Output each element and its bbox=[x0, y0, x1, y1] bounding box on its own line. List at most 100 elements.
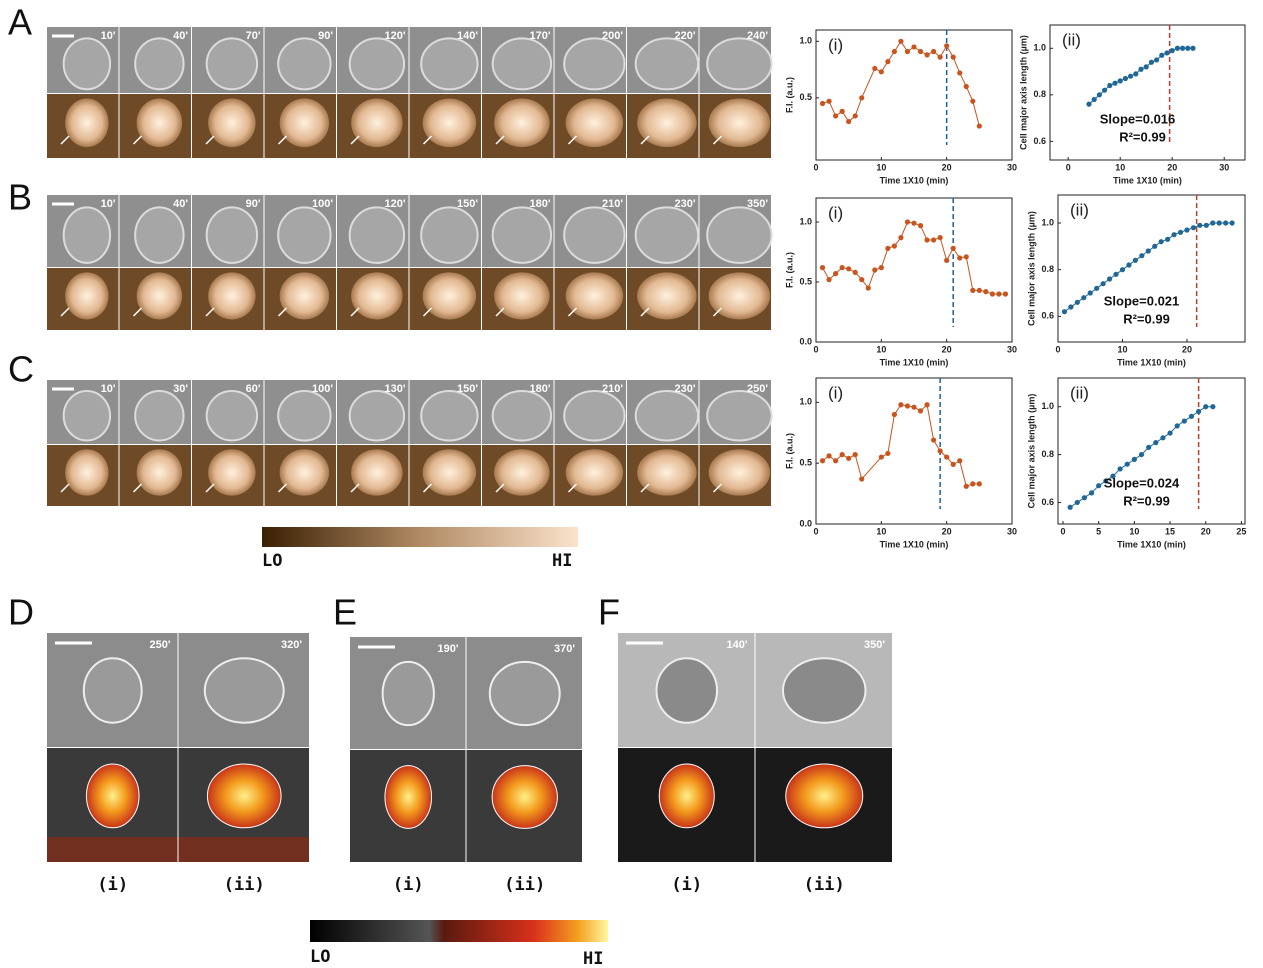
cell-fluor bbox=[351, 272, 403, 319]
point bbox=[1081, 295, 1086, 300]
point bbox=[1197, 223, 1202, 228]
point bbox=[983, 289, 988, 294]
point bbox=[872, 66, 877, 71]
x-tick-label: 10 bbox=[1117, 344, 1127, 354]
point bbox=[905, 403, 910, 408]
point bbox=[1088, 290, 1093, 295]
x-axis-label: Time 1X10 (min) bbox=[1117, 539, 1186, 549]
time-label: 190' bbox=[438, 643, 459, 655]
cell-fluor bbox=[494, 98, 550, 147]
point bbox=[1133, 258, 1138, 263]
point bbox=[885, 59, 890, 64]
x-tick-label: 10 bbox=[876, 526, 886, 536]
point bbox=[990, 291, 995, 296]
point bbox=[1154, 57, 1159, 62]
x-axis-label: Time 1X10 (min) bbox=[880, 357, 949, 367]
point bbox=[1178, 230, 1183, 235]
point bbox=[1152, 244, 1157, 249]
point bbox=[1120, 267, 1125, 272]
x-tick-label: 5 bbox=[1096, 526, 1101, 536]
point bbox=[853, 452, 858, 457]
cell bbox=[350, 38, 404, 89]
point bbox=[859, 476, 864, 481]
point bbox=[1092, 97, 1097, 102]
cell-fluor bbox=[65, 449, 109, 495]
cell-fluor bbox=[637, 272, 697, 319]
cell-fluor bbox=[208, 449, 256, 495]
cell bbox=[493, 38, 551, 89]
point bbox=[898, 402, 903, 407]
y-tick-label: 0.8 bbox=[1041, 264, 1054, 274]
cell bbox=[490, 662, 560, 725]
time-label: 230' bbox=[675, 383, 696, 395]
time-label: 100' bbox=[312, 383, 333, 395]
sub-label: (i) bbox=[393, 875, 424, 895]
point bbox=[1118, 78, 1123, 83]
x-tick-label: 10 bbox=[876, 162, 886, 172]
cell bbox=[278, 391, 330, 440]
y-tick-label: 1.0 bbox=[799, 36, 812, 46]
point bbox=[1165, 237, 1170, 242]
point bbox=[918, 223, 923, 228]
point bbox=[826, 277, 831, 282]
cell-fluor bbox=[423, 449, 477, 495]
point bbox=[892, 412, 897, 417]
time-label: 180' bbox=[530, 198, 551, 210]
point bbox=[944, 258, 949, 263]
colorbar-low: LO bbox=[310, 947, 330, 967]
point bbox=[1210, 220, 1215, 225]
x-axis-label: Time 1X10 (min) bbox=[880, 539, 949, 549]
point bbox=[1138, 67, 1143, 72]
point bbox=[951, 462, 956, 467]
colorbar bbox=[310, 920, 608, 942]
point bbox=[1139, 452, 1144, 457]
point bbox=[905, 219, 910, 224]
point bbox=[1203, 404, 1208, 409]
x-tick-label: 20 bbox=[942, 526, 952, 536]
cell-fluor bbox=[566, 98, 624, 147]
point bbox=[826, 99, 831, 104]
x-tick-label: 0 bbox=[1060, 526, 1065, 536]
cell bbox=[657, 658, 718, 722]
point bbox=[1144, 64, 1149, 69]
annotation: R²=0.99 bbox=[1119, 129, 1166, 144]
point bbox=[957, 458, 962, 463]
cell-fluor bbox=[659, 764, 714, 828]
point bbox=[977, 288, 982, 293]
y-axis-label: F.I. (a.u.) bbox=[784, 252, 794, 288]
point bbox=[1191, 225, 1196, 230]
point bbox=[1210, 404, 1215, 409]
cell bbox=[493, 207, 551, 262]
panel-label: E bbox=[333, 592, 357, 633]
y-tick-label: 0.8 bbox=[1033, 89, 1046, 99]
time-label: 100' bbox=[312, 198, 333, 210]
cell bbox=[207, 391, 257, 440]
point bbox=[1182, 418, 1187, 423]
point bbox=[905, 49, 910, 54]
cell-fluor bbox=[351, 98, 403, 147]
point bbox=[840, 452, 845, 457]
y-tick-label: 0.0 bbox=[799, 336, 812, 346]
sub-label: (ii) bbox=[804, 875, 845, 895]
point bbox=[1190, 46, 1195, 51]
x-tick-label: 15 bbox=[1165, 526, 1175, 536]
cell bbox=[707, 391, 771, 440]
point bbox=[1068, 304, 1073, 309]
panel-label: D bbox=[8, 592, 34, 633]
point bbox=[977, 123, 982, 128]
cell-fluor bbox=[423, 272, 477, 319]
sub-label: (ii) bbox=[504, 875, 545, 895]
point bbox=[1086, 102, 1091, 107]
x-tick-label: 0 bbox=[813, 344, 818, 354]
point bbox=[859, 95, 864, 100]
cell bbox=[707, 207, 771, 262]
cell-fluor bbox=[494, 449, 550, 495]
time-label: 40' bbox=[173, 30, 188, 42]
cell-fluor bbox=[137, 98, 183, 147]
series-line bbox=[823, 222, 1006, 294]
time-label: 40' bbox=[173, 198, 188, 210]
point bbox=[872, 267, 877, 272]
point bbox=[1230, 220, 1235, 225]
point bbox=[879, 69, 884, 74]
point bbox=[1146, 445, 1151, 450]
